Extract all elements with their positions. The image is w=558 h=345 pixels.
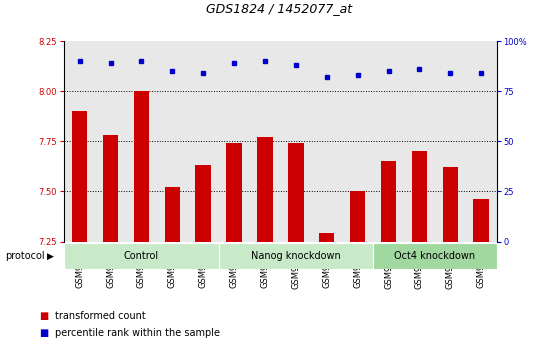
Bar [373,243,497,269]
Bar [249,41,280,242]
Bar [165,187,180,241]
Bar [280,41,311,242]
Bar [381,161,396,242]
Bar [72,111,88,241]
Bar [64,243,219,269]
Bar [64,41,95,242]
Bar [473,199,489,242]
Bar [342,41,373,242]
Bar [95,41,126,242]
Text: ■: ■ [39,328,49,338]
Bar [466,41,497,242]
Bar [157,41,187,242]
Text: protocol: protocol [6,251,45,261]
Bar [219,243,373,269]
Bar [257,137,273,242]
Bar [103,136,118,242]
Bar [219,41,249,242]
Text: GDS1824 / 1452077_at: GDS1824 / 1452077_at [206,2,352,15]
Bar [350,191,365,242]
Bar [126,41,157,242]
Bar [373,41,404,242]
Text: transformed count: transformed count [55,311,146,321]
Bar [134,91,149,242]
Text: ■: ■ [39,311,49,321]
Text: percentile rank within the sample: percentile rank within the sample [55,328,220,338]
Bar [187,41,219,242]
Text: Control: Control [124,251,159,261]
Bar [319,234,334,242]
Bar [412,151,427,242]
Bar [227,144,242,241]
Text: Oct4 knockdown: Oct4 knockdown [395,251,475,261]
Bar [442,167,458,241]
Bar [435,41,466,242]
Text: ▶: ▶ [47,252,54,261]
Text: Nanog knockdown: Nanog knockdown [251,251,341,261]
Bar [195,166,211,242]
Bar [311,41,342,242]
Bar [288,144,304,241]
Bar [404,41,435,242]
